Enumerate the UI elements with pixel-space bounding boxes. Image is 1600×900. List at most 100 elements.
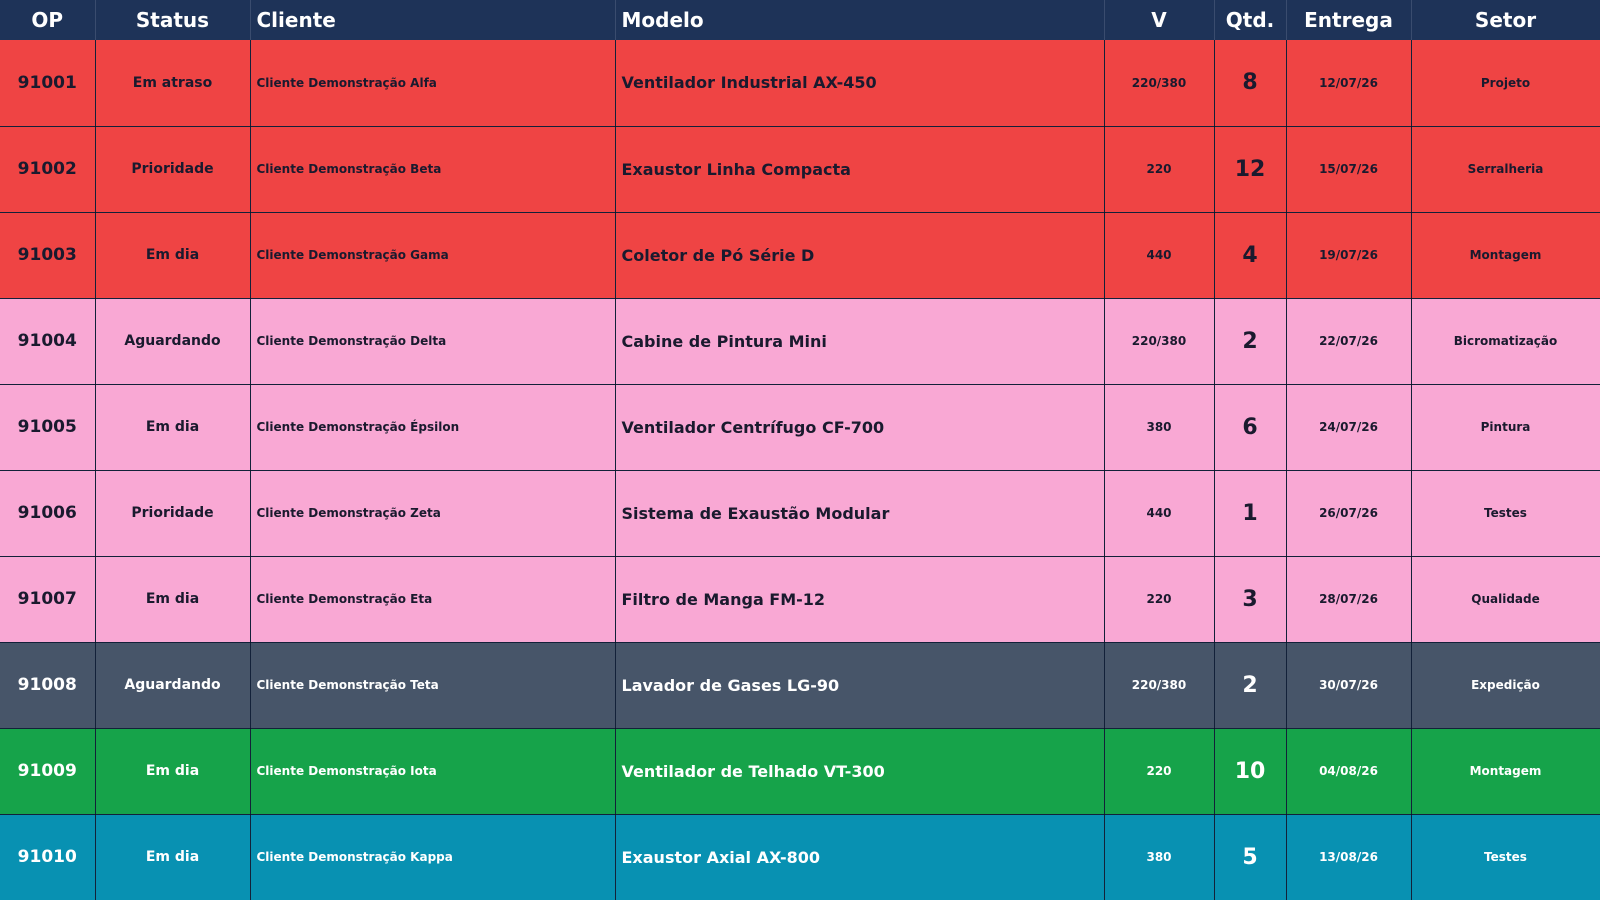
qtd-cell: 2 bbox=[1214, 298, 1287, 385]
modelo-cell: Exaustor Axial AX-800 bbox=[615, 814, 1105, 900]
voltage-cell: 220 bbox=[1104, 126, 1215, 213]
entrega-cell: 12/07/26 bbox=[1286, 40, 1412, 127]
status-cell: Prioridade bbox=[95, 470, 251, 557]
modelo-cell: Sistema de Exaustão Modular bbox=[615, 470, 1105, 557]
voltage-cell: 220 bbox=[1104, 728, 1215, 815]
setor-cell: Testes bbox=[1411, 470, 1600, 557]
modelo-cell: Cabine de Pintura Mini bbox=[615, 298, 1105, 385]
table-row[interactable]: 91002 Prioridade Cliente Demonstração Beta… bbox=[0, 126, 1600, 213]
cliente-cell: Cliente Demonstração Gama bbox=[250, 212, 616, 299]
cliente-cell: Cliente Demonstração Épsilon bbox=[250, 384, 616, 471]
column-header-status[interactable]: Status bbox=[95, 0, 251, 40]
modelo-cell: Ventilador Industrial AX-450 bbox=[615, 40, 1105, 127]
entrega-cell: 15/07/26 bbox=[1286, 126, 1412, 213]
table-row[interactable]: 91004 Aguardando Cliente Demonstração Delt… bbox=[0, 298, 1600, 385]
column-header-op[interactable]: OP bbox=[0, 0, 96, 40]
op-cell: 91006 bbox=[0, 470, 96, 557]
column-header-cliente[interactable]: Cliente bbox=[250, 0, 616, 40]
table-row[interactable]: 91003 Em dia Cliente Demonstração Gama Cole… bbox=[0, 212, 1600, 299]
table-row[interactable]: 91008 Aguardando Cliente Demonstração Teta… bbox=[0, 642, 1600, 729]
status-cell: Em dia bbox=[95, 212, 251, 299]
status-cell: Em dia bbox=[95, 728, 251, 815]
setor-cell: Testes bbox=[1411, 814, 1600, 900]
voltage-cell: 440 bbox=[1104, 470, 1215, 557]
qtd-cell: 8 bbox=[1214, 40, 1287, 127]
qtd-cell: 1 bbox=[1214, 470, 1287, 557]
entrega-cell: 22/07/26 bbox=[1286, 298, 1412, 385]
cliente-cell: Cliente Demonstração Eta bbox=[250, 556, 616, 643]
op-cell: 91002 bbox=[0, 126, 96, 213]
entrega-cell: 30/07/26 bbox=[1286, 642, 1412, 729]
op-cell: 91003 bbox=[0, 212, 96, 299]
qtd-cell: 5 bbox=[1214, 814, 1287, 900]
voltage-cell: 380 bbox=[1104, 814, 1215, 900]
setor-cell: Pintura bbox=[1411, 384, 1600, 471]
column-header-qtd[interactable]: Qtd. bbox=[1214, 0, 1287, 40]
setor-cell: Montagem bbox=[1411, 212, 1600, 299]
modelo-cell: Ventilador Centrífugo CF-700 bbox=[615, 384, 1105, 471]
column-header-setor[interactable]: Setor bbox=[1411, 0, 1600, 40]
column-header-voltage[interactable]: V bbox=[1104, 0, 1215, 40]
table-row[interactable]: 91005 Em dia Cliente Demonstração Épsilon V… bbox=[0, 384, 1600, 471]
voltage-cell: 220/380 bbox=[1104, 642, 1215, 729]
table-row[interactable]: 91007 Em dia Cliente Demonstração Eta Filtr… bbox=[0, 556, 1600, 643]
entrega-cell: 19/07/26 bbox=[1286, 212, 1412, 299]
op-cell: 91008 bbox=[0, 642, 96, 729]
setor-cell: Montagem bbox=[1411, 728, 1600, 815]
cliente-cell: Cliente Demonstração Iota bbox=[250, 728, 616, 815]
cliente-cell: Cliente Demonstração Delta bbox=[250, 298, 616, 385]
qtd-cell: 10 bbox=[1214, 728, 1287, 815]
setor-cell: Serralheria bbox=[1411, 126, 1600, 213]
setor-cell: Bicromatização bbox=[1411, 298, 1600, 385]
table-row[interactable]: 91009 Em dia Cliente Demonstração Iota Vent… bbox=[0, 728, 1600, 815]
op-cell: 91004 bbox=[0, 298, 96, 385]
modelo-cell: Coletor de Pó Série D bbox=[615, 212, 1105, 299]
cliente-cell: Cliente Demonstração Kappa bbox=[250, 814, 616, 900]
cliente-cell: Cliente Demonstração Teta bbox=[250, 642, 616, 729]
column-header-entrega[interactable]: Entrega bbox=[1286, 0, 1412, 40]
entrega-cell: 13/08/26 bbox=[1286, 814, 1412, 900]
voltage-cell: 220 bbox=[1104, 556, 1215, 643]
modelo-cell: Exaustor Linha Compacta bbox=[615, 126, 1105, 213]
setor-cell: Projeto bbox=[1411, 40, 1600, 127]
entrega-cell: 28/07/26 bbox=[1286, 556, 1412, 643]
op-cell: 91010 bbox=[0, 814, 96, 900]
op-cell: 91009 bbox=[0, 728, 96, 815]
voltage-cell: 440 bbox=[1104, 212, 1215, 299]
setor-cell: Qualidade bbox=[1411, 556, 1600, 643]
modelo-cell: Filtro de Manga FM-12 bbox=[615, 556, 1105, 643]
qtd-cell: 12 bbox=[1214, 126, 1287, 213]
setor-cell: Expedição bbox=[1411, 642, 1600, 729]
modelo-cell: Ventilador de Telhado VT-300 bbox=[615, 728, 1105, 815]
table-row[interactable]: 91010 Em dia Cliente Demonstração Kappa Exa… bbox=[0, 814, 1600, 900]
status-cell: Em atraso bbox=[95, 40, 251, 127]
table-row[interactable]: 91001 Em atraso Cliente Demonstração Alfa V… bbox=[0, 40, 1600, 127]
op-cell: 91001 bbox=[0, 40, 96, 127]
entrega-cell: 26/07/26 bbox=[1286, 470, 1412, 557]
entrega-cell: 04/08/26 bbox=[1286, 728, 1412, 815]
table-header: OP Status Cliente Modelo V Qtd. Entrega … bbox=[0, 0, 1600, 40]
column-header-modelo[interactable]: Modelo bbox=[615, 0, 1105, 40]
qtd-cell: 6 bbox=[1214, 384, 1287, 471]
status-cell: Aguardando bbox=[95, 642, 251, 729]
cliente-cell: Cliente Demonstração Zeta bbox=[250, 470, 616, 557]
qtd-cell: 4 bbox=[1214, 212, 1287, 299]
voltage-cell: 380 bbox=[1104, 384, 1215, 471]
status-cell: Aguardando bbox=[95, 298, 251, 385]
op-cell: 91007 bbox=[0, 556, 96, 643]
status-cell: Em dia bbox=[95, 384, 251, 471]
qtd-cell: 2 bbox=[1214, 642, 1287, 729]
modelo-cell: Lavador de Gases LG-90 bbox=[615, 642, 1105, 729]
voltage-cell: 220/380 bbox=[1104, 40, 1215, 127]
op-cell: 91005 bbox=[0, 384, 96, 471]
table-body: 91001 Em atraso Cliente Demonstração Alfa V… bbox=[0, 40, 1600, 900]
cliente-cell: Cliente Demonstração Alfa bbox=[250, 40, 616, 127]
status-cell: Em dia bbox=[95, 814, 251, 900]
status-cell: Em dia bbox=[95, 556, 251, 643]
entrega-cell: 24/07/26 bbox=[1286, 384, 1412, 471]
cliente-cell: Cliente Demonstração Beta bbox=[250, 126, 616, 213]
status-cell: Prioridade bbox=[95, 126, 251, 213]
qtd-cell: 3 bbox=[1214, 556, 1287, 643]
table-row[interactable]: 91006 Prioridade Cliente Demonstração Zeta… bbox=[0, 470, 1600, 557]
